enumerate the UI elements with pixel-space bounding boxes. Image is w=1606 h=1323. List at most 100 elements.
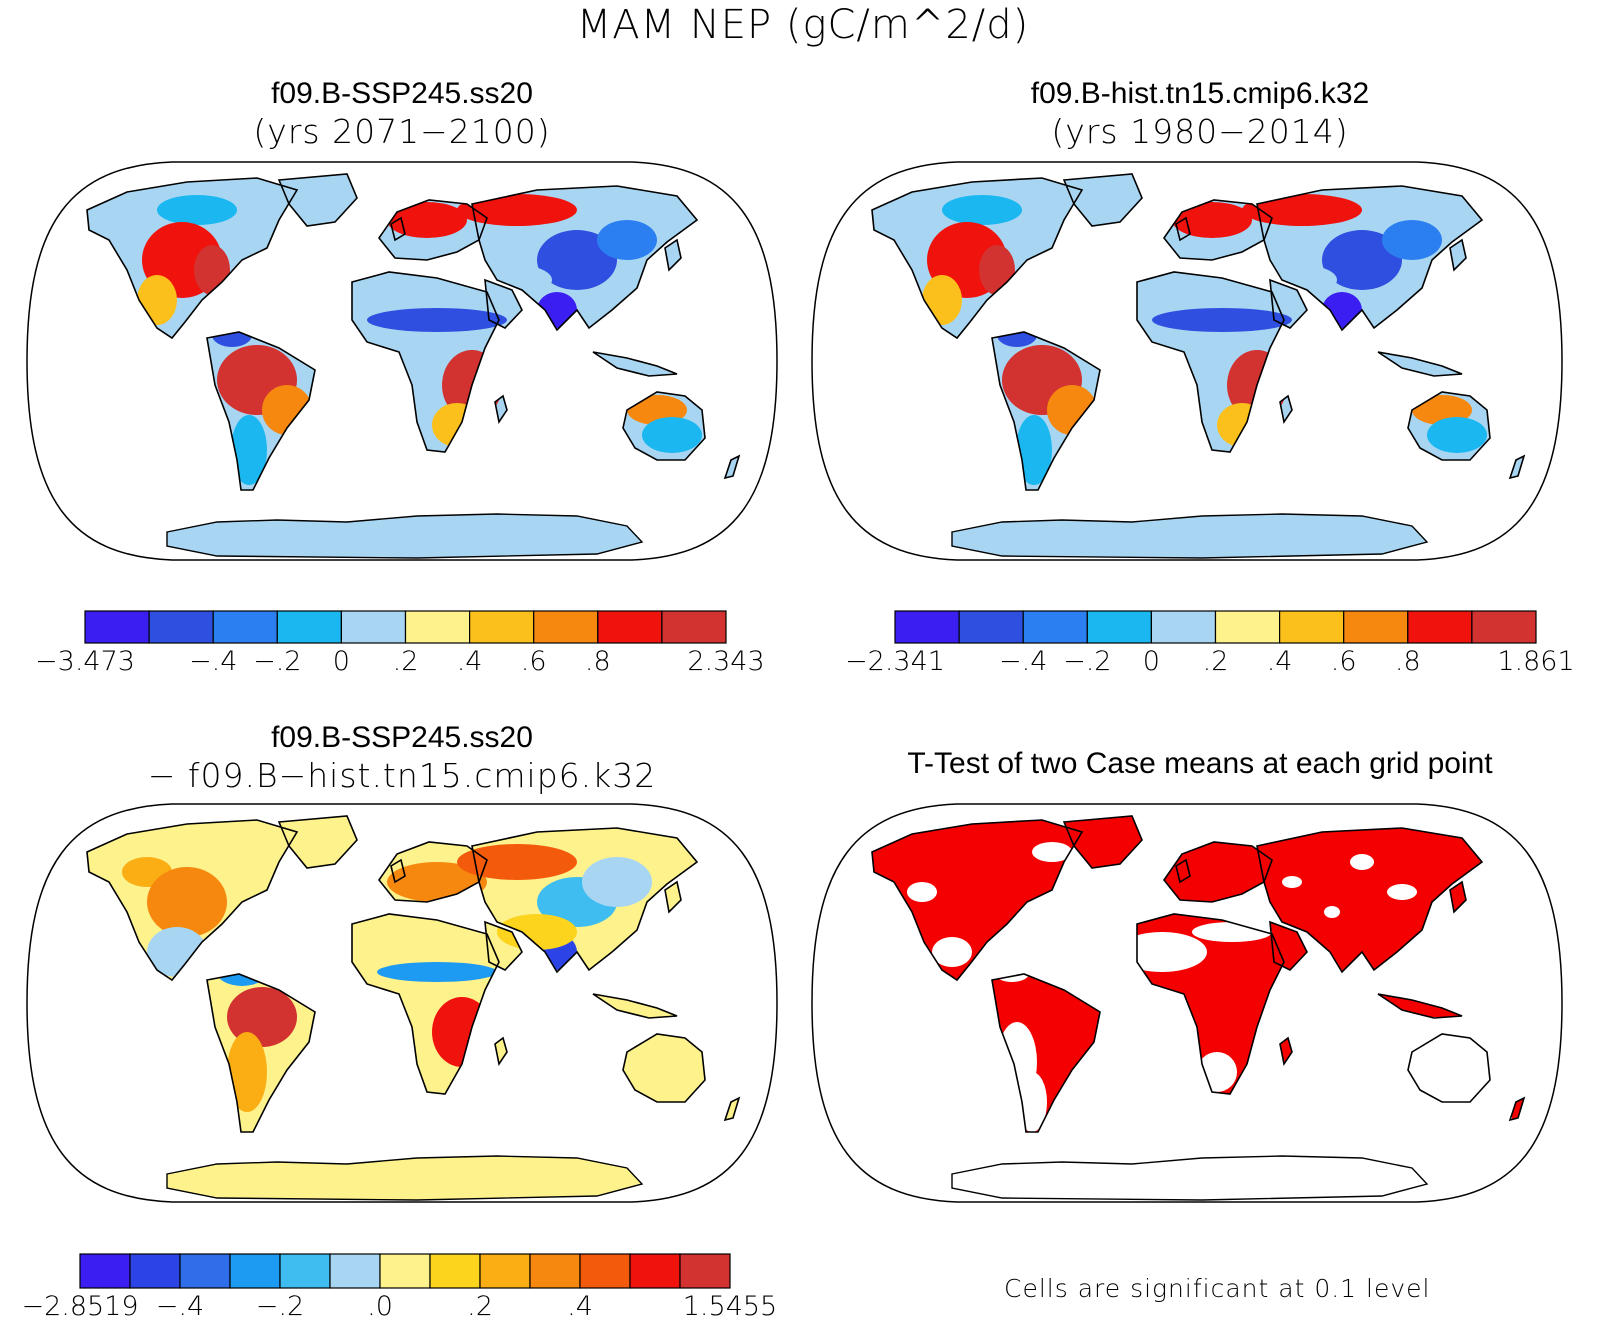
coastline-asia xyxy=(471,185,699,332)
coastline-arabia xyxy=(1269,278,1308,329)
colorbar-box xyxy=(79,1253,131,1289)
colorbar-label: .6 xyxy=(1330,646,1357,677)
map-frame xyxy=(811,803,1563,1203)
colorbar-box xyxy=(679,1253,731,1289)
coastline-southAmerica xyxy=(991,331,1101,491)
coastline-arabia xyxy=(1269,920,1308,971)
colorbar-box xyxy=(529,1253,581,1289)
colorbar-label: .2 xyxy=(392,646,419,677)
coastline-europe xyxy=(1163,199,1273,261)
coastline-antarctica xyxy=(951,513,1429,559)
antarctica xyxy=(167,514,642,558)
coastline-southAmerica xyxy=(206,973,316,1133)
panel2-title: f09.B-hist.tn15.cmip6.k32 (yrs 1980−2014… xyxy=(800,76,1600,152)
coastline-japan xyxy=(664,238,682,272)
coastline-indonesia xyxy=(592,351,678,377)
coastline-nz xyxy=(723,1096,741,1122)
panel4-title: T-Test of two Case means at each grid po… xyxy=(800,746,1600,782)
colorbar-label: .4 xyxy=(567,1291,593,1322)
panel3-minus-case: − f09.B−hist.tn15.cmip6.k32 xyxy=(147,756,657,795)
coastline-australia xyxy=(1407,391,1491,461)
colorbar-case2: −2.341 −.4 −.2 0 .2 .4 .6 .8 1.861 xyxy=(845,610,1575,690)
colorbar-box xyxy=(229,1253,281,1289)
colorbar-box xyxy=(1086,610,1153,644)
colorbar-box xyxy=(958,610,1024,644)
panel1-case-name: f09.B-SSP245.ss20 xyxy=(271,77,533,110)
colorbar-case1: −3.473 −.4 −.2 0 .2 .4 .6 .8 2.343 xyxy=(35,610,765,690)
figure-title: MAM NEP (gC/m^2/d) xyxy=(576,2,1030,48)
field-cell xyxy=(1427,417,1487,453)
map-diff xyxy=(26,803,778,1203)
coastline-asia xyxy=(471,827,699,974)
field-cell xyxy=(537,230,617,290)
coastline-nz xyxy=(1508,454,1526,480)
colorbar-label: .6 xyxy=(520,646,547,677)
field-cell xyxy=(387,202,467,238)
nonsignificant-cell xyxy=(932,937,972,967)
coastline-arabia xyxy=(484,920,523,971)
coastline-africa xyxy=(351,913,500,1095)
coastline-northAmerica xyxy=(871,177,1084,340)
panel2-case-name: f09.B-hist.tn15.cmip6.k32 xyxy=(1030,77,1370,110)
map-case1 xyxy=(26,161,778,561)
colorbar-box xyxy=(479,1253,531,1289)
coastline-greenland xyxy=(1062,173,1143,227)
field-cell xyxy=(1002,180,1062,200)
field-cell xyxy=(112,218,162,242)
field-cell xyxy=(167,837,247,867)
colorbar-label: −.2 xyxy=(1063,646,1112,677)
antarctica xyxy=(952,1156,1427,1200)
panel1-years: (yrs 2071−2100) xyxy=(253,112,551,151)
colorbar-label: .0 xyxy=(367,1291,393,1322)
colorbar-boxes xyxy=(84,610,727,644)
field-cell xyxy=(642,417,702,453)
map-ttest xyxy=(811,803,1563,1203)
coastline-northAmerica xyxy=(86,819,299,982)
coastline-antarctica xyxy=(951,1155,1429,1201)
coastline-madagascar xyxy=(494,394,508,425)
colorbar-label: −.4 xyxy=(155,1291,205,1322)
field-cell xyxy=(482,265,552,295)
field-cell xyxy=(1016,415,1052,485)
coastline-southAmerica xyxy=(206,331,316,491)
colorbar-label: .2 xyxy=(1202,646,1229,677)
antarctica xyxy=(167,1156,642,1200)
colorbar-label: −2.341 xyxy=(845,646,945,677)
coastline-southAmerica xyxy=(991,973,1101,1133)
field-cell xyxy=(157,195,237,225)
colorbar-box xyxy=(661,610,727,644)
colorbar-box xyxy=(429,1253,481,1289)
colorbar-label: −3.473 xyxy=(35,646,135,677)
coastline-africa xyxy=(1136,913,1285,1095)
nonsignificant-cell xyxy=(1282,876,1302,888)
field-cell xyxy=(357,275,477,305)
colorbar-label: .4 xyxy=(1266,646,1293,677)
coastline-africa xyxy=(1136,271,1285,453)
field-cell xyxy=(1382,220,1442,260)
nonsignificant-cell xyxy=(1350,854,1374,870)
field-cell xyxy=(367,937,507,967)
coastline-indonesia xyxy=(1377,351,1463,377)
coastline-asia xyxy=(1256,827,1484,974)
colorbar-box xyxy=(469,610,535,644)
field-cell xyxy=(367,308,507,332)
coastline-greenland xyxy=(1062,815,1143,869)
colorbar-label: .2 xyxy=(467,1291,493,1322)
coastline-arabia xyxy=(484,278,523,329)
colorbar-box xyxy=(1214,610,1281,644)
colorbar-box xyxy=(84,610,150,644)
field-cell xyxy=(1267,265,1337,295)
colorbar-box xyxy=(212,610,278,644)
field-cell xyxy=(227,987,297,1047)
coastline-indonesia xyxy=(1377,993,1463,1019)
colorbar-box xyxy=(279,1253,331,1289)
significance-note: Cells are significant at 0.1 level xyxy=(1004,1274,1431,1303)
field-cell xyxy=(147,867,227,937)
colorbar-box xyxy=(379,1253,431,1289)
map-frame xyxy=(26,803,778,1203)
colorbar-box xyxy=(129,1253,181,1289)
nonsignificant-cell xyxy=(1387,884,1417,900)
colorbar-box xyxy=(894,610,960,644)
coastline-australia xyxy=(622,1033,706,1103)
field-cell xyxy=(1152,308,1292,332)
